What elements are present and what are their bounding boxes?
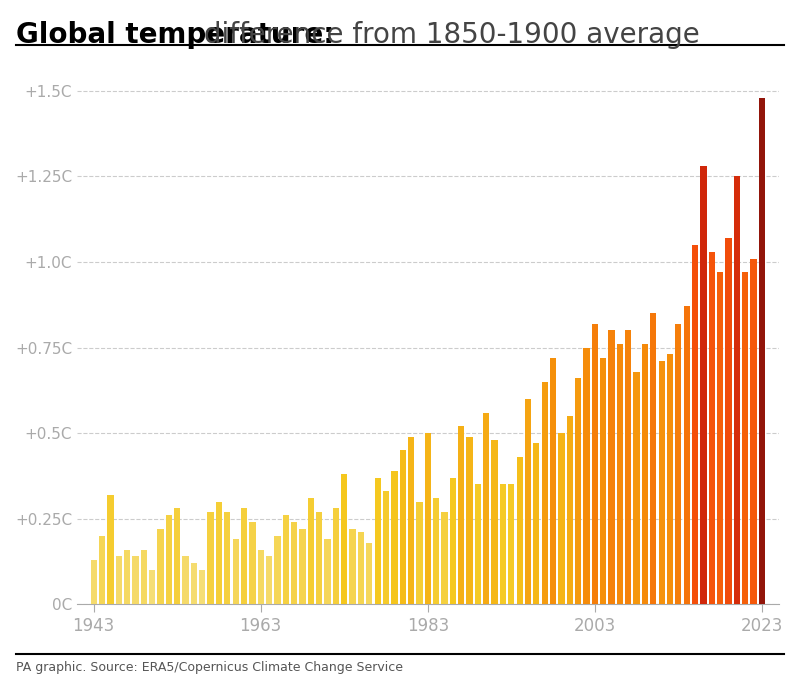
Bar — [500, 484, 506, 604]
Bar — [166, 516, 172, 604]
Bar — [634, 372, 640, 604]
Bar — [709, 252, 715, 604]
Bar — [667, 354, 673, 604]
Bar — [350, 529, 356, 604]
Bar — [308, 498, 314, 604]
Bar — [90, 560, 97, 604]
Bar — [683, 307, 690, 604]
Text: Global temperature:: Global temperature: — [16, 21, 334, 48]
Bar — [608, 331, 614, 604]
Bar — [650, 313, 657, 604]
Bar — [508, 484, 514, 604]
Bar — [675, 324, 682, 604]
Text: difference from 1850-1900 average: difference from 1850-1900 average — [195, 21, 700, 48]
Bar — [642, 344, 648, 604]
Bar — [325, 539, 330, 604]
Bar — [658, 361, 665, 604]
Bar — [408, 437, 414, 604]
Bar — [132, 556, 138, 604]
Bar — [174, 509, 180, 604]
Bar — [341, 474, 347, 604]
Bar — [224, 512, 230, 604]
Bar — [491, 440, 498, 604]
Bar — [750, 259, 757, 604]
Bar — [734, 176, 740, 604]
Bar — [425, 433, 431, 604]
Bar — [116, 556, 122, 604]
Bar — [374, 477, 381, 604]
Bar — [726, 238, 731, 604]
Bar — [517, 457, 522, 604]
Bar — [266, 556, 272, 604]
Bar — [216, 502, 222, 604]
Bar — [158, 529, 164, 604]
Bar — [241, 509, 247, 604]
Bar — [333, 509, 339, 604]
Bar — [625, 331, 631, 604]
Bar — [391, 471, 398, 604]
Bar — [458, 426, 464, 604]
Bar — [534, 444, 539, 604]
Bar — [149, 570, 155, 604]
Bar — [190, 563, 197, 604]
Bar — [433, 498, 439, 604]
Bar — [474, 484, 481, 604]
Bar — [742, 272, 748, 604]
Bar — [558, 433, 565, 604]
Bar — [466, 437, 473, 604]
Bar — [182, 556, 189, 604]
Bar — [258, 549, 264, 604]
Bar — [700, 166, 706, 604]
Bar — [450, 477, 456, 604]
Bar — [274, 536, 281, 604]
Bar — [692, 245, 698, 604]
Bar — [124, 549, 130, 604]
Text: PA graphic. Source: ERA5/Copernicus Climate Change Service: PA graphic. Source: ERA5/Copernicus Clim… — [16, 661, 403, 674]
Bar — [141, 549, 147, 604]
Bar — [483, 412, 490, 604]
Bar — [758, 98, 765, 604]
Bar — [717, 272, 723, 604]
Bar — [299, 529, 306, 604]
Bar — [99, 536, 105, 604]
Bar — [416, 502, 422, 604]
Bar — [383, 491, 389, 604]
Bar — [358, 532, 364, 604]
Bar — [550, 358, 556, 604]
Bar — [250, 522, 255, 604]
Bar — [207, 512, 214, 604]
Bar — [617, 344, 623, 604]
Bar — [600, 358, 606, 604]
Bar — [542, 382, 548, 604]
Bar — [583, 347, 590, 604]
Bar — [399, 450, 406, 604]
Bar — [442, 512, 448, 604]
Bar — [291, 522, 298, 604]
Bar — [199, 570, 206, 604]
Bar — [575, 379, 582, 604]
Bar — [282, 516, 289, 604]
Bar — [366, 543, 373, 604]
Bar — [107, 495, 114, 604]
Bar — [316, 512, 322, 604]
Bar — [525, 399, 531, 604]
Bar — [233, 539, 239, 604]
Bar — [592, 324, 598, 604]
Bar — [566, 416, 573, 604]
